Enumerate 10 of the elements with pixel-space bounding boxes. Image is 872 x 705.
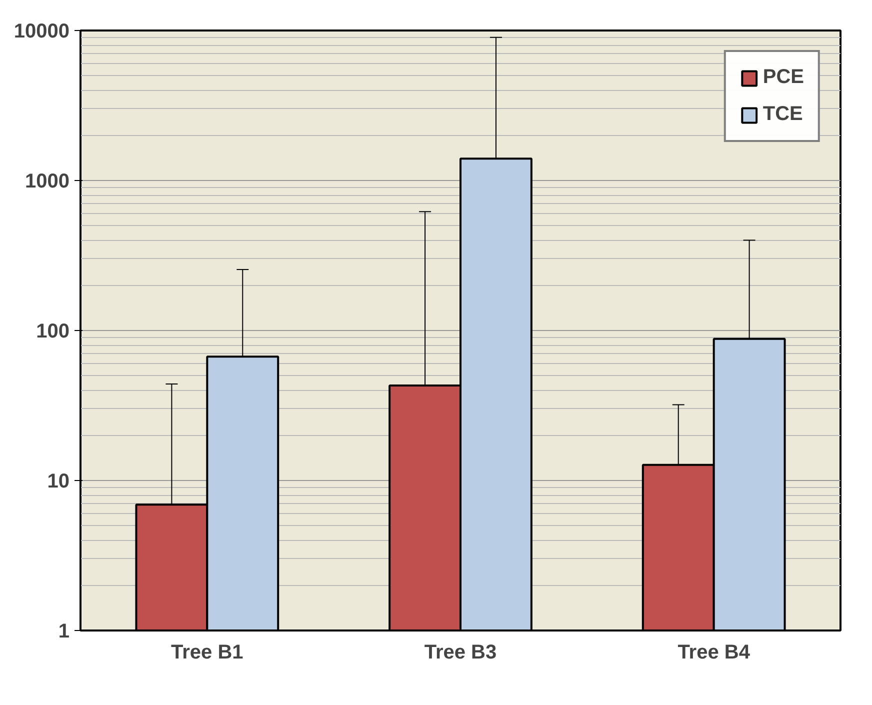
y-tick-label: 1000 [25, 170, 70, 192]
legend-label: PCE [762, 66, 804, 89]
y-tick-label: 10000 [14, 20, 70, 42]
y-tick-label: 100 [36, 320, 70, 342]
x-tick-label: Tree B1 [171, 642, 244, 664]
x-tick-label: Tree B3 [424, 642, 497, 664]
legend-label: TCE [762, 103, 803, 126]
y-tick-label: 1 [58, 620, 70, 642]
y-tick-label: 10 [47, 470, 70, 492]
x-tick-label: Tree B4 [678, 642, 751, 664]
